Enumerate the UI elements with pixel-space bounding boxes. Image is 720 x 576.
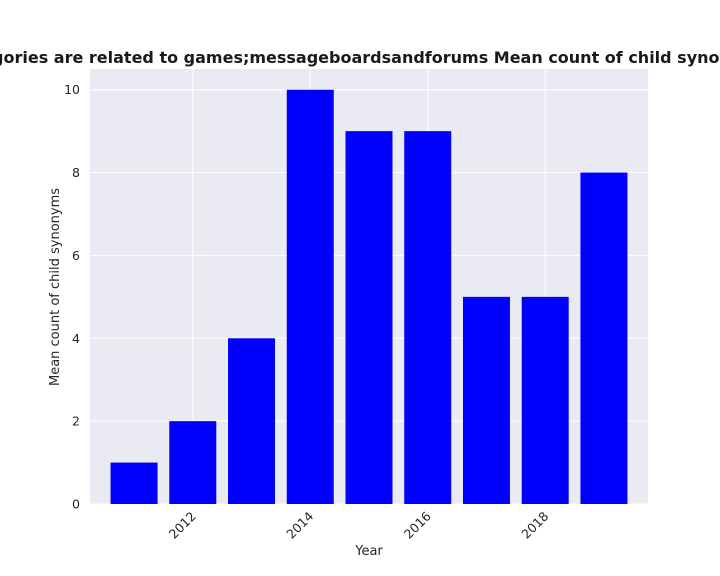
x-tick-labels: 2012 2014 2016 2018 (166, 508, 552, 541)
chart-title: Websites whose categories are related to… (0, 48, 720, 67)
bar-2017 (462, 296, 510, 504)
y-tick-label-0: 0 (72, 497, 80, 512)
y-tick-label-2: 2 (72, 414, 80, 429)
y-tick-label-6: 6 (72, 248, 80, 263)
x-tick-label-2012: 2012 (166, 509, 199, 542)
bars (110, 89, 628, 505)
y-tick-label-8: 8 (72, 165, 80, 180)
bar-2012 (169, 421, 217, 504)
bar-2016 (404, 131, 452, 504)
x-tick-label-2016: 2016 (401, 508, 434, 541)
y-tick-label-10: 10 (64, 82, 80, 97)
y-tick-labels: 0 2 4 6 8 10 (64, 82, 80, 511)
x-tick-label-2018: 2018 (518, 508, 551, 541)
bar-2015 (345, 131, 393, 504)
y-tick-label-4: 4 (72, 331, 80, 346)
bar-2011 (110, 462, 158, 504)
x-axis-label: Year (354, 544, 383, 559)
bar-2014 (286, 89, 334, 504)
bar-2013 (228, 338, 276, 504)
bar-2018 (521, 296, 569, 504)
y-axis-label: Mean count of child synonyms (48, 188, 63, 386)
x-tick-label-2014: 2014 (283, 508, 316, 541)
bar-2019 (580, 172, 628, 505)
